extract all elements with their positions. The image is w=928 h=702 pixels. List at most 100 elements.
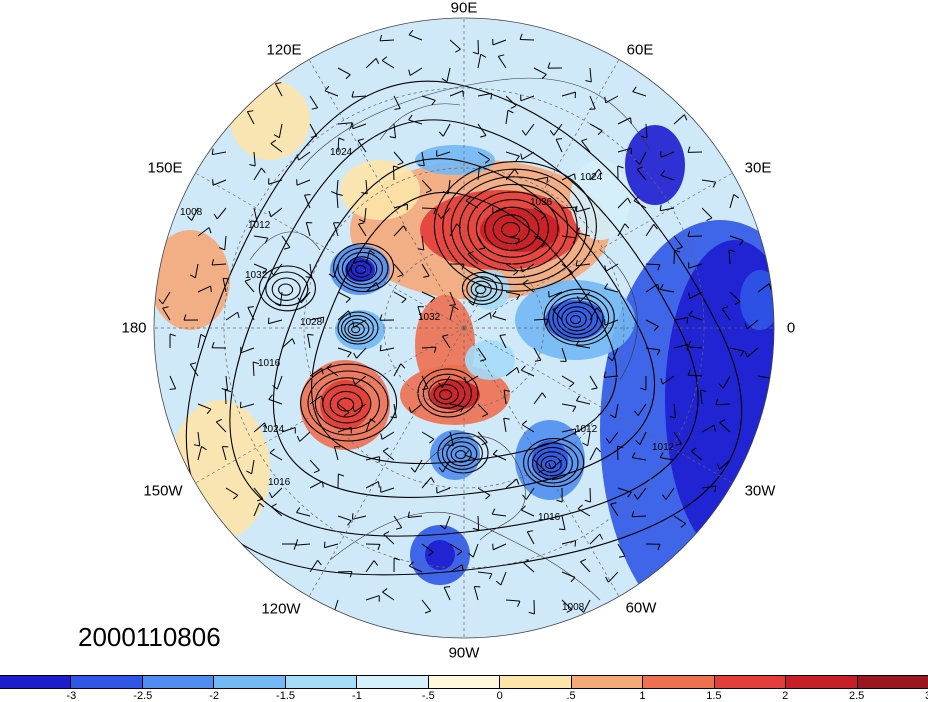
wind-barb (665, 487, 675, 500)
wind-barb (492, 315, 507, 321)
wind-barb-flag (520, 505, 526, 511)
wind-barb-flag (635, 159, 641, 165)
wind-barb (309, 481, 323, 489)
wind-barb-flag (480, 359, 487, 362)
wind-barb (393, 123, 397, 138)
wind-barb-flag (430, 297, 436, 303)
wind-barb (561, 599, 573, 611)
wind-barb-flag (270, 139, 277, 144)
wind-barb (268, 179, 283, 185)
wind-barb (639, 151, 647, 165)
wind-barb (382, 591, 395, 601)
lon-label-60w: 60W (625, 599, 657, 617)
wind-barb (533, 392, 543, 405)
wind-barb-flag (522, 494, 527, 500)
wind-barb (561, 403, 576, 408)
wind-barb-flag (381, 56, 388, 61)
colorbar-swatch (357, 676, 429, 688)
coastline (379, 103, 461, 141)
wind-barb-flag (575, 227, 581, 234)
date-timestamp: 2000110806 (78, 622, 221, 652)
wind-barb-flag (461, 263, 465, 270)
isobar-label: 1016 (258, 358, 281, 369)
wind-barb (637, 403, 647, 416)
wind-barb (446, 67, 451, 82)
wind-barb (365, 560, 375, 573)
isobar-contour (540, 455, 562, 473)
wind-barb-flag (291, 338, 296, 345)
anomaly-patch (230, 80, 310, 160)
wind-barb-flag (249, 164, 256, 167)
wind-barb-flag (338, 473, 345, 477)
wind-barb-flag (552, 306, 559, 310)
wind-barb (533, 207, 547, 216)
isobar-contour (333, 243, 395, 293)
wind-barb-flag (331, 191, 337, 195)
wind-barb (701, 485, 716, 489)
wind-barb-flag (490, 93, 493, 100)
wind-barb (645, 319, 659, 327)
wind-barb (746, 347, 759, 358)
wind-barb-flag (422, 388, 429, 390)
isobar-contour (258, 265, 316, 312)
isobar-label: 1028 (300, 317, 323, 328)
wind-barb (689, 291, 703, 300)
wind-barb-flag (295, 539, 299, 546)
wind-barb-flag (687, 230, 691, 237)
wind-barb (449, 90, 464, 97)
wind-barb-flag (397, 162, 404, 166)
wind-barb (519, 38, 535, 41)
wind-barb (296, 179, 311, 186)
isobar-contour (543, 288, 615, 346)
anomaly-patch (320, 380, 370, 430)
wind-barb (225, 375, 229, 390)
wind-barb-flag (370, 418, 376, 423)
wind-barb-flag (343, 412, 350, 417)
wind-barb-flag (540, 215, 547, 220)
colorbar-tick-label: -1.5 (276, 690, 296, 702)
wind-barb (701, 179, 716, 183)
isobar-contour (340, 315, 374, 342)
isobar-contour (428, 378, 466, 409)
wind-barb-flag (768, 283, 772, 290)
wind-barb (617, 197, 629, 209)
isobar-contour (437, 432, 489, 474)
isobar-label: 1024 (580, 172, 603, 183)
wind-barb (553, 123, 563, 136)
wind-barb-flag (352, 378, 356, 385)
wind-barb (608, 571, 619, 583)
wind-barb (169, 375, 177, 390)
isobar-contour (273, 158, 656, 498)
wind-barb (380, 347, 395, 352)
wind-barb (576, 345, 591, 349)
wind-barb-flag (636, 166, 643, 170)
wind-barb (365, 282, 377, 293)
wind-barb-flag (633, 494, 639, 500)
wind-barb-flag (408, 29, 414, 36)
wind-barb (253, 167, 262, 181)
isobar-label: 1012 (652, 442, 675, 453)
map-disk (154, 18, 774, 638)
latitude-circle (303, 167, 625, 489)
coastline (299, 77, 651, 171)
wind-barb (632, 457, 647, 461)
wind-barb (224, 389, 227, 405)
wind-barb-flag (169, 333, 176, 337)
wind-barb (533, 459, 545, 471)
wind-barb-flag (390, 416, 397, 419)
wind-barb-flag (605, 437, 610, 444)
colorbar-swatch (857, 676, 928, 688)
wind-barb-flag (375, 58, 380, 65)
wind-barb-flag (480, 53, 487, 58)
wind-barb (505, 95, 517, 106)
wind-barb-flag (604, 96, 607, 103)
wind-barb-flag (541, 242, 547, 248)
wind-barb-flag (430, 477, 435, 483)
wind-barb (197, 403, 212, 410)
lon-label-120e: 120E (266, 41, 302, 59)
wind-barb (687, 235, 703, 238)
wind-barb-flag (397, 274, 404, 278)
wind-barb (393, 363, 402, 377)
wind-barb (253, 263, 268, 270)
lon-label-0: 0 (786, 319, 796, 337)
